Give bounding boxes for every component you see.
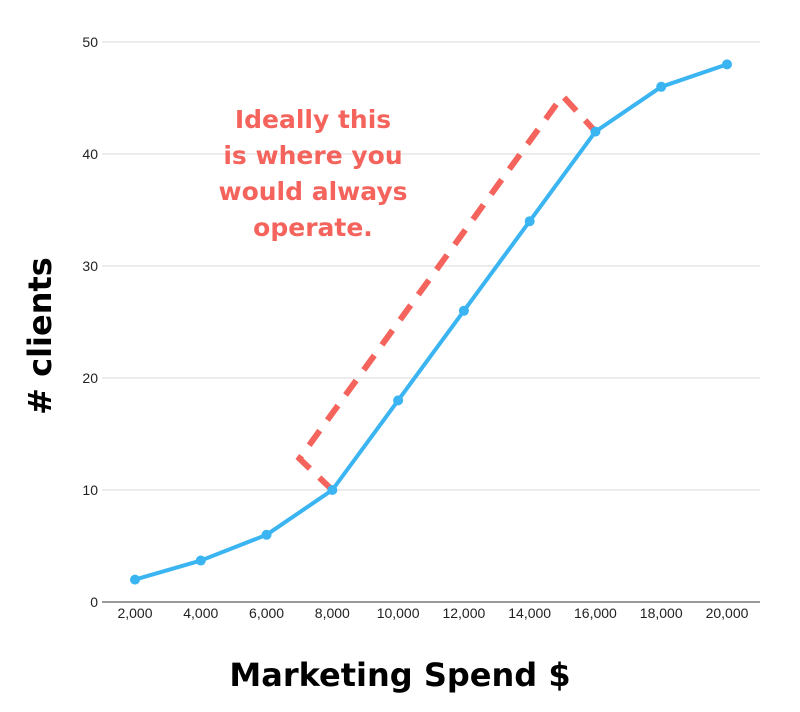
data-point [524,216,535,227]
data-point [393,395,404,406]
annotation-line: Ideally this [235,105,391,134]
y-tick-label: 50 [82,34,98,50]
x-axis-ticks: 2,000 4,000 6,000 8,000 10,000 12,000 14,000 16… [117,605,748,621]
y-tick-label: 0 [90,594,98,610]
series-points [130,59,732,585]
annotation-line: is where you [223,141,402,170]
data-point [656,81,667,92]
data-point [590,126,601,137]
series-line [134,62,728,582]
x-tick-label: 12,000 [442,605,485,621]
y-axis-title: # clients [21,257,59,415]
x-tick-label: 18,000 [640,605,683,621]
x-axis-title: Marketing Spend $ [229,656,570,694]
y-tick-label: 20 [82,370,98,386]
x-tick-label: 6,000 [249,605,284,621]
annotation-line: operate. [253,213,373,242]
data-point [458,305,469,316]
x-tick-label: 14,000 [508,605,551,621]
y-tick-label: 30 [82,258,98,274]
x-tick-label: 4,000 [183,605,218,621]
data-point [261,529,272,540]
data-point [195,555,206,566]
annotation-text: Ideally this is where you would always oper… [218,105,407,242]
y-axis-ticks: 0 10 20 30 40 50 [82,34,98,610]
x-tick-label: 10,000 [377,605,420,621]
y-tick-label: 40 [82,146,98,162]
annotation-line: would always [218,177,407,206]
gridlines [102,41,760,491]
x-tick-label: 8,000 [315,605,350,621]
x-tick-label: 20,000 [706,605,749,621]
data-point [722,59,732,70]
data-point [130,574,140,585]
data-point [327,485,338,495]
x-tick-label: 2,000 [117,605,152,621]
x-tick-label: 16,000 [574,605,617,621]
y-tick-label: 10 [82,482,98,498]
